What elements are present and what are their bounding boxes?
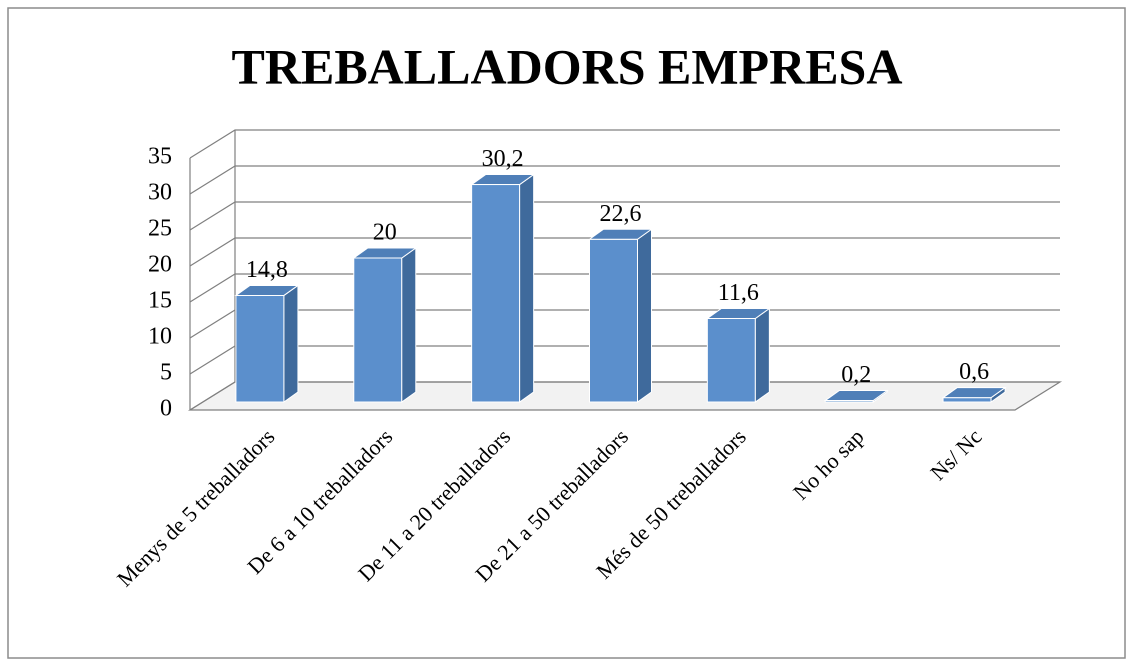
bar xyxy=(823,389,889,403)
grid-line xyxy=(189,201,1060,231)
value-label: 0,2 xyxy=(841,362,871,388)
value-label: 0,6 xyxy=(959,359,989,385)
bar-front xyxy=(706,317,756,403)
grid-line xyxy=(189,273,1060,303)
bar xyxy=(352,247,418,403)
bar-front xyxy=(353,257,403,403)
bar-side xyxy=(637,228,652,403)
y-tick-label: 0 xyxy=(160,396,172,422)
bar-side xyxy=(401,247,417,403)
bar xyxy=(587,228,654,403)
chart-title: TREBALLADORS EMPRESA xyxy=(232,38,903,94)
value-label: 11,6 xyxy=(718,280,759,306)
grid-line xyxy=(189,237,1060,267)
bar-side xyxy=(754,307,770,403)
bar xyxy=(470,173,536,403)
value-label: 14,8 xyxy=(246,257,288,283)
bar-top xyxy=(587,228,654,240)
grid-line xyxy=(189,165,1060,195)
bar xyxy=(234,284,300,403)
bar xyxy=(705,307,771,403)
bar-top xyxy=(352,247,418,259)
bar-top xyxy=(941,387,1007,399)
grid-line xyxy=(189,381,1060,411)
bar-side xyxy=(283,284,299,403)
bar xyxy=(941,386,1007,403)
bar-front xyxy=(589,238,638,403)
y-tick-label: 30 xyxy=(148,180,172,206)
value-label: 20 xyxy=(373,220,397,246)
y-tick-label: 25 xyxy=(148,216,172,242)
bar-top xyxy=(823,390,889,402)
y-tick-label: 15 xyxy=(148,288,172,314)
y-tick-label: 35 xyxy=(148,144,172,170)
bar-front xyxy=(942,397,992,403)
bar-side xyxy=(519,173,535,403)
grid-line xyxy=(189,129,1060,159)
grid-line xyxy=(189,309,1060,339)
bar-top xyxy=(705,307,771,319)
value-label: 22,6 xyxy=(600,201,642,227)
y-tick-label: 5 xyxy=(160,360,172,386)
y-tick-label: 10 xyxy=(148,324,172,350)
bar-top xyxy=(470,174,536,186)
bar-top xyxy=(234,284,300,296)
chart-frame xyxy=(7,7,1126,659)
grid-line xyxy=(189,345,1060,375)
y-tick-label: 20 xyxy=(148,252,172,278)
bar-front xyxy=(471,184,521,403)
value-label: 30,2 xyxy=(482,146,524,172)
bar-front xyxy=(235,294,285,403)
